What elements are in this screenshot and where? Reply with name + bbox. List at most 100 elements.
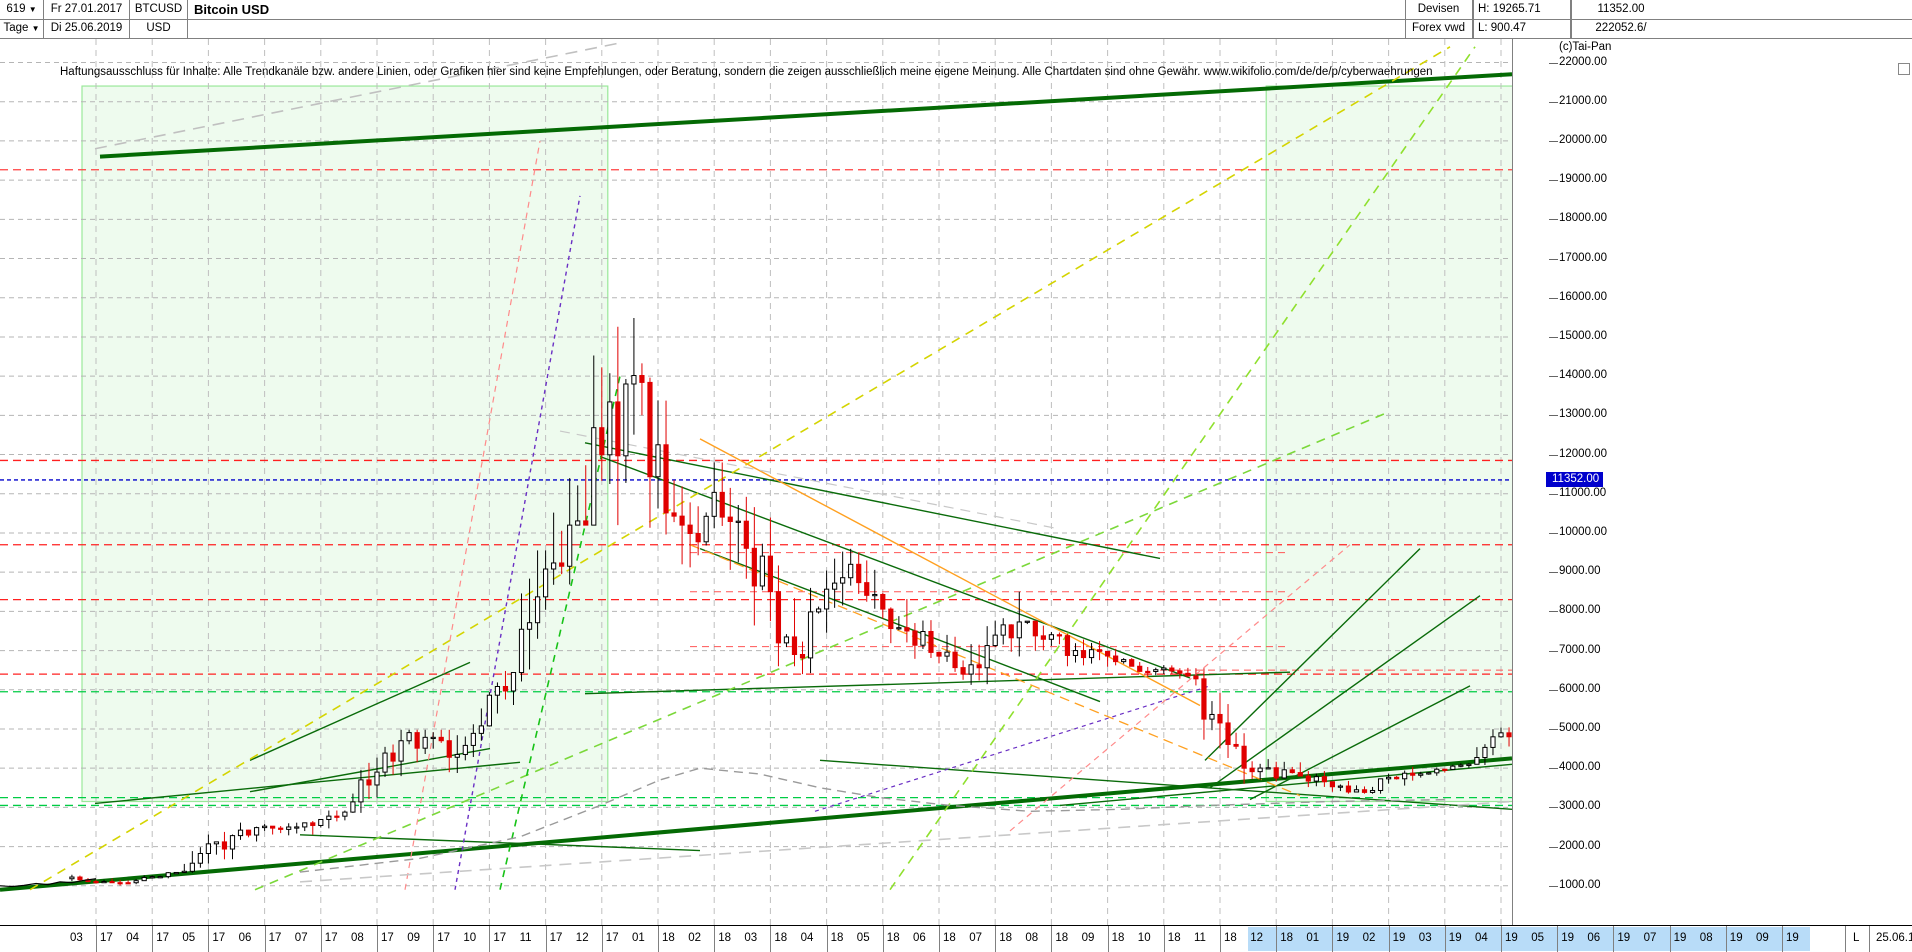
time-axis-month-label: 07 — [969, 932, 982, 944]
time-axis-month-label: 03 — [1418, 932, 1432, 944]
candlestick-body — [181, 870, 187, 873]
trend-line-green — [1209, 595, 1481, 789]
date-from-field[interactable]: Fr 27.01.2017 — [44, 0, 130, 19]
candlestick-body — [791, 636, 798, 655]
time-axis-divider — [377, 926, 378, 952]
candlestick-body — [77, 876, 83, 881]
time-axis-divider — [433, 926, 435, 952]
time-axis-divider — [1444, 926, 1446, 952]
candlestick-body — [262, 825, 268, 829]
symbol-field[interactable]: BTCUSD — [130, 0, 188, 19]
candlestick-body — [221, 841, 228, 850]
chevron-down-icon[interactable]: ▼ — [28, 5, 37, 14]
axis-scale-handle[interactable] — [1898, 63, 1910, 75]
candlestick-body — [679, 515, 685, 526]
projection-line-lightgreen — [254, 410, 1391, 891]
candlestick-body — [342, 811, 348, 817]
candlestick-body — [133, 880, 139, 884]
candlestick-body — [390, 752, 396, 762]
candlestick-body — [109, 881, 115, 884]
candlestick-series — [69, 318, 1512, 886]
time-axis-year-label: 19 — [1729, 932, 1743, 944]
time-axis-year-label: 19 — [1561, 932, 1574, 944]
candlestick-body — [310, 822, 316, 826]
chevron-down-icon[interactable]: ▼ — [31, 24, 40, 33]
price-axis-tick — [1549, 454, 1558, 456]
candlestick-body — [237, 829, 244, 837]
price-axis-label: 8000.00 — [1559, 604, 1601, 617]
axis-divider — [1845, 926, 1846, 952]
bars-count-field[interactable]: 619 ▼ — [0, 0, 44, 19]
candlestick-body — [1313, 776, 1319, 782]
candlestick-body — [1024, 620, 1030, 623]
price-axis-label: 9000.00 — [1559, 565, 1601, 578]
candlestick-body — [1193, 675, 1199, 680]
price-axis-tick — [1549, 415, 1558, 417]
time-axis-month-label: 05 — [856, 932, 870, 944]
date-to-field[interactable]: Di 25.06.2019 — [44, 19, 130, 38]
projection-line-lightgreen-2 — [889, 46, 1476, 891]
time-axis-year-label: 18 — [999, 932, 1012, 944]
time-axis-divider — [1557, 926, 1559, 952]
trend-channel-upper — [99, 72, 1512, 159]
candlestick-body — [334, 815, 340, 818]
candlestick-body — [358, 779, 364, 803]
candlestick-body — [502, 686, 509, 692]
candlestick-body — [1490, 736, 1496, 748]
candlestick-body — [438, 736, 444, 742]
candlestick-body — [518, 628, 525, 674]
candlestick-body — [824, 588, 830, 610]
candlestick-body — [1201, 678, 1207, 720]
candlestick-body — [1434, 768, 1440, 774]
candlestick-body — [101, 881, 107, 884]
candlestick-body — [1177, 670, 1183, 674]
time-axis-month-label: 06 — [238, 932, 252, 944]
trend-line-green — [819, 759, 1512, 811]
candlestick-body — [494, 686, 501, 696]
candlestick-body — [470, 732, 476, 746]
candlestick-body — [1289, 769, 1295, 774]
candlestick-body — [478, 725, 484, 734]
price-axis[interactable]: (c)Tai-Pan 1000.00 2000.00 3000.00 4000.00 5… — [1512, 39, 1912, 925]
candlestick-body — [1498, 732, 1504, 738]
candlestick-body — [302, 822, 308, 828]
candlestick-body — [1265, 767, 1271, 770]
candlestick-body — [968, 664, 974, 675]
candlestick-body — [149, 876, 155, 879]
time-axis-month-label: 06 — [913, 932, 926, 944]
time-axis-month-label: 03 — [70, 932, 83, 944]
time-axis-divider — [1051, 926, 1053, 952]
time-axis-year-label: 18 — [718, 932, 731, 944]
candlestick-body — [462, 744, 468, 755]
candlestick-body — [446, 740, 452, 758]
candlestick-body — [141, 876, 147, 882]
time-axis-divider — [1332, 926, 1334, 952]
trend-line-green — [299, 834, 701, 852]
price-chart-canvas[interactable]: Haftungsausschluss für Inhalte: Alle Tre… — [0, 39, 1512, 925]
time-axis-year-label: 17 — [493, 932, 507, 944]
time-axis-year-label: 17 — [381, 932, 394, 944]
price-axis-tick — [1549, 101, 1558, 103]
candlestick-body — [1129, 659, 1135, 667]
candlestick-body — [663, 444, 669, 514]
projection-line-pink — [404, 140, 541, 890]
candlestick-body — [398, 740, 404, 762]
price-axis-tick — [1549, 376, 1558, 378]
time-axis-year-label: 17 — [549, 932, 563, 944]
time-axis-month-label: 09 — [1081, 932, 1095, 944]
candlestick-body — [205, 843, 212, 854]
candlestick-body — [591, 427, 597, 526]
candlestick-body — [703, 515, 709, 543]
time-axis-divider — [1725, 926, 1727, 952]
page-title: Bitcoin USD — [194, 2, 270, 17]
candlestick-body — [1386, 776, 1392, 780]
currency-field[interactable]: USD — [130, 19, 188, 38]
bars-unit-field[interactable]: Tage ▼ — [0, 19, 44, 38]
candlestick-body — [944, 651, 950, 657]
time-axis[interactable]: 03 17 04 17 05 17 06 17 07 17 08 17 09 17 10 17 11 17 12 17… — [0, 925, 1912, 952]
candlestick-body — [1088, 649, 1095, 659]
candlestick-body — [920, 631, 926, 646]
time-axis-month-label: 08 — [1699, 932, 1713, 944]
candlestick-body — [743, 520, 749, 549]
trend-line-green — [1204, 548, 1421, 761]
